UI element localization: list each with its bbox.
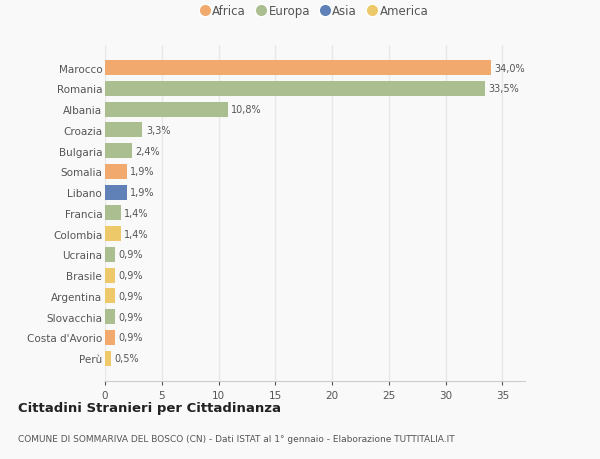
- Bar: [105, 165, 127, 179]
- Text: 2,4%: 2,4%: [136, 146, 160, 157]
- Text: 0,9%: 0,9%: [119, 333, 143, 342]
- Bar: [105, 309, 115, 325]
- Text: 0,9%: 0,9%: [119, 312, 143, 322]
- Text: 1,9%: 1,9%: [130, 188, 154, 198]
- Bar: [105, 351, 110, 366]
- Text: 1,9%: 1,9%: [130, 167, 154, 177]
- Text: 33,5%: 33,5%: [488, 84, 520, 94]
- Bar: [105, 185, 127, 200]
- Text: COMUNE DI SOMMARIVA DEL BOSCO (CN) - Dati ISTAT al 1° gennaio - Elaborazione TUT: COMUNE DI SOMMARIVA DEL BOSCO (CN) - Dat…: [18, 434, 455, 442]
- Bar: [105, 227, 121, 241]
- Bar: [105, 123, 142, 138]
- Text: 10,8%: 10,8%: [231, 105, 262, 115]
- Text: 34,0%: 34,0%: [494, 64, 525, 73]
- Bar: [105, 330, 115, 345]
- Text: 0,9%: 0,9%: [119, 291, 143, 301]
- Bar: [105, 268, 115, 283]
- Bar: [105, 61, 491, 76]
- Bar: [105, 102, 227, 118]
- Text: 0,9%: 0,9%: [119, 250, 143, 260]
- Bar: [105, 247, 115, 262]
- Text: Cittadini Stranieri per Cittadinanza: Cittadini Stranieri per Cittadinanza: [18, 401, 281, 414]
- Bar: [105, 82, 485, 97]
- Text: 0,5%: 0,5%: [114, 353, 139, 363]
- Text: 0,9%: 0,9%: [119, 270, 143, 280]
- Legend: Africa, Europa, Asia, America: Africa, Europa, Asia, America: [202, 5, 428, 18]
- Text: 3,3%: 3,3%: [146, 126, 170, 136]
- Text: 1,4%: 1,4%: [124, 229, 149, 239]
- Bar: [105, 289, 115, 304]
- Bar: [105, 144, 132, 159]
- Text: 1,4%: 1,4%: [124, 208, 149, 218]
- Bar: [105, 206, 121, 221]
